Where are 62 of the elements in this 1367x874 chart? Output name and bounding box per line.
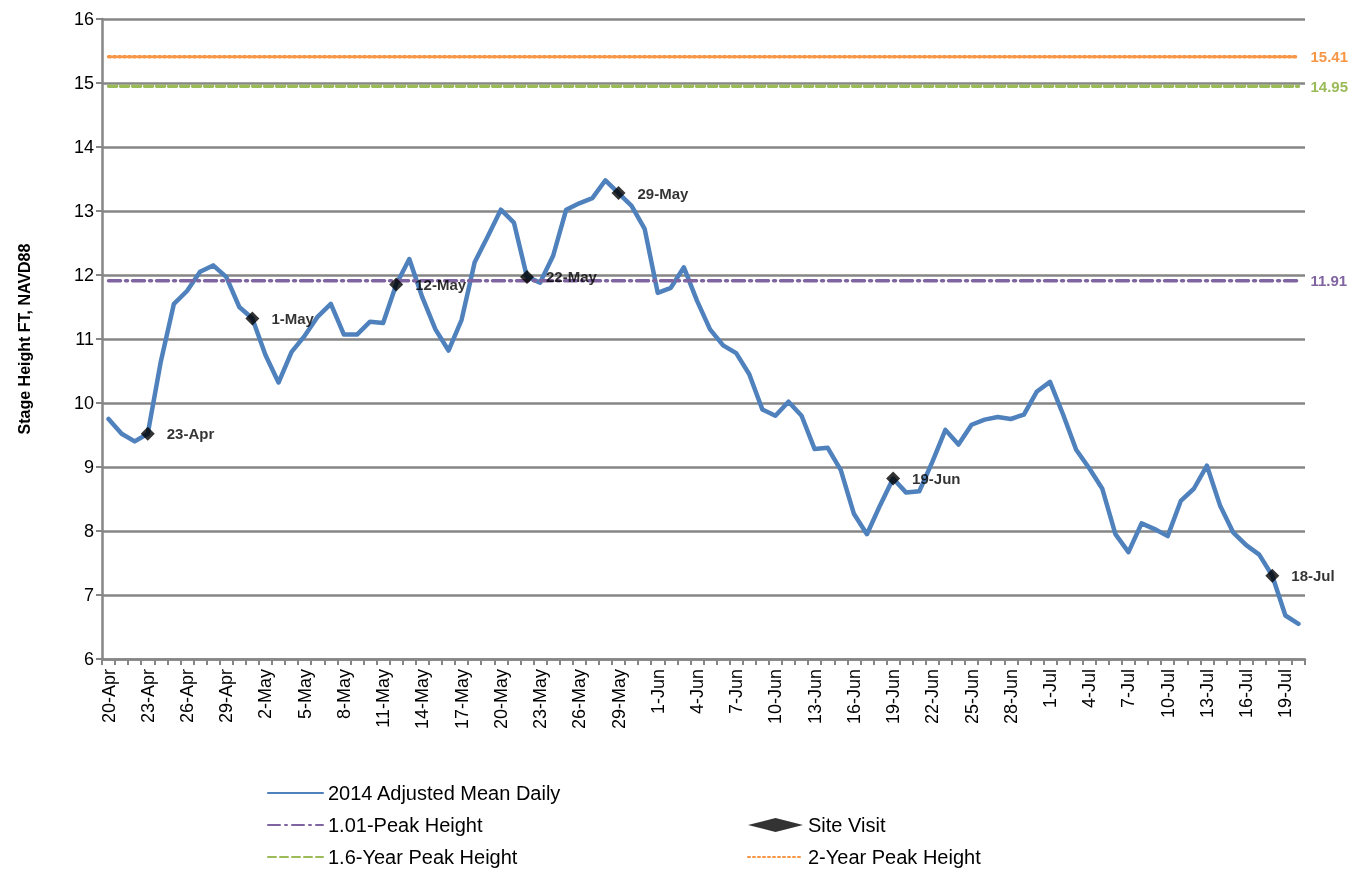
data-label: 14.95	[1310, 77, 1349, 95]
x-tick-label: 29-Apr	[216, 669, 237, 724]
x-tick-label: 1-Jun	[647, 669, 668, 715]
x-tick-label: 20-Apr	[98, 669, 119, 724]
x-tick-label: 13-Jun	[804, 669, 825, 725]
x-tick-label: 23-May	[530, 669, 551, 730]
x-tick-label: 4-Jul	[1079, 669, 1100, 709]
y-axis-title: Stage Height FT, NAVD88	[15, 243, 33, 435]
x-tick-label: 16-Jun	[843, 669, 864, 725]
y-tick-label: 12	[73, 265, 94, 285]
x-tick-label: 29-May	[608, 669, 629, 730]
x-tick-label: 8-May	[333, 669, 354, 720]
x-tick-label: 28-Jun	[1000, 669, 1021, 725]
x-tick-label: 7-Jun	[726, 669, 747, 715]
point	[245, 311, 260, 326]
legend-label: 1.01-Peak Height	[328, 814, 483, 836]
x-tick-label: 7-Jul	[1118, 669, 1139, 709]
point	[389, 277, 404, 292]
data-label: 29-May	[637, 184, 690, 202]
point	[519, 269, 534, 284]
data-label: 18-Jul	[1291, 567, 1335, 585]
point	[886, 471, 901, 486]
x-tick-label: 25-Jun	[961, 669, 982, 725]
y-tick-label: 11	[75, 329, 94, 349]
x-tick-label: 20-May	[490, 669, 511, 730]
y-tick-label: 7	[83, 585, 94, 605]
x-tick-label: 26-Apr	[176, 669, 197, 724]
x-tick-label: 13-Jul	[1196, 669, 1217, 719]
data-label: 11.91	[1310, 272, 1348, 290]
legend-label: 2014 Adjusted Mean Daily	[328, 782, 561, 804]
point	[1265, 568, 1280, 583]
data-label: 15.41	[1310, 48, 1349, 66]
y-tick-label: 13	[73, 201, 94, 221]
x-tick-label: 17-May	[451, 669, 472, 730]
x-tick-label: 10-Jul	[1157, 669, 1178, 719]
y-tick-label: 15	[73, 73, 94, 93]
point	[140, 426, 155, 441]
y-tick-label: 6	[83, 649, 94, 669]
y-tick-label: 10	[73, 393, 94, 413]
legend-label: 1.6-Year Peak Height	[328, 846, 518, 868]
legend-label: Site Visit	[808, 814, 886, 836]
data-label: 23-Apr	[166, 425, 215, 443]
x-tick-label: 2-May	[255, 669, 276, 720]
y-tick-label: 14	[73, 137, 94, 157]
x-tick-label: 16-Jul	[1236, 669, 1257, 719]
x-tick-label: 23-Apr	[137, 669, 158, 724]
y-tick-label: 16	[73, 9, 94, 29]
y-tick-label: 9	[83, 457, 94, 477]
x-tick-label: 19-Jul	[1275, 669, 1296, 719]
x-tick-label: 4-Jun	[686, 669, 707, 715]
y-tick-label: 8	[83, 521, 94, 541]
x-tick-label: 19-Jun	[883, 669, 904, 725]
legend-label: 2-Year Peak Height	[808, 846, 982, 868]
x-tick-label: 26-May	[569, 669, 590, 730]
x-tick-label: 5-May	[294, 669, 315, 720]
point	[611, 186, 626, 201]
x-tick-label: 10-Jun	[765, 669, 786, 725]
x-tick-label: 1-Jul	[1040, 669, 1061, 709]
x-tick-label: 11-May	[373, 669, 394, 728]
x-tick-label: 14-May	[412, 669, 433, 730]
data-label: 1-May	[271, 310, 315, 328]
x-tick-label: 22-Jun	[922, 669, 943, 725]
